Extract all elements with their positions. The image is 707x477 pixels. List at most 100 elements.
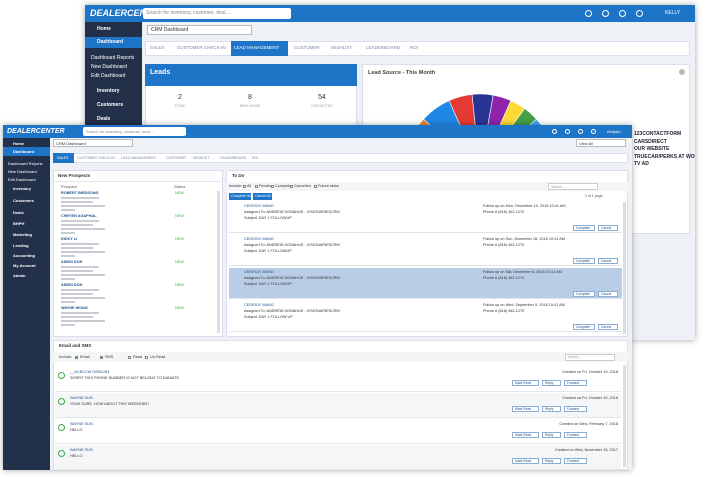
tab[interactable]: CUSTOMER — [294, 45, 320, 50]
button[interactable]: Forward — [564, 458, 587, 464]
dashboard-select[interactable]: CRM Dashboard — [147, 25, 252, 35]
checkbox[interactable] — [290, 185, 293, 188]
filter-label[interactable]: Email — [80, 354, 90, 359]
dashboard-select[interactable]: CRM Dashboard — [53, 139, 133, 147]
search-box[interactable]: Search ... — [565, 353, 615, 361]
sidebar-item[interactable]: Dashboard — [97, 39, 124, 45]
tab[interactable]: LEAD MANAGEMENT — [234, 45, 280, 50]
button[interactable]: Cancel — [598, 291, 618, 297]
icon[interactable] — [602, 10, 609, 17]
search-box[interactable]: Search for inventory, customer, deal ... — [143, 8, 291, 19]
icon[interactable] — [565, 129, 570, 134]
tab[interactable]: CUSTOMER CHECK-IN — [177, 45, 226, 50]
tab[interactable]: LEADERBOARD — [366, 45, 401, 50]
tab[interactable]: LEADERBOARD — [220, 155, 247, 160]
button[interactable]: Complete — [573, 291, 595, 297]
icon[interactable] — [619, 10, 626, 17]
tab[interactable]: WISHLIST — [331, 45, 353, 50]
button[interactable]: Mark Read — [512, 380, 539, 386]
sender-name[interactable]: WAYNE SUN — [70, 422, 93, 426]
sidebar-item[interactable]: Deals — [97, 116, 111, 122]
button[interactable]: Cancel All — [253, 193, 272, 200]
search-box[interactable]: Search ... — [548, 183, 598, 190]
task-name[interactable]: CEDRICK WANG — [244, 270, 274, 274]
tab[interactable]: CUSTOMER CHECK-IN — [77, 155, 115, 160]
icon[interactable] — [636, 10, 643, 17]
button[interactable]: Forward — [564, 406, 587, 412]
checkbox[interactable] — [271, 185, 274, 188]
sidebar-item[interactable]: Inventory — [13, 186, 32, 191]
button[interactable]: Mark Read — [512, 458, 539, 464]
button[interactable]: Reply — [542, 458, 561, 464]
sender-name[interactable]: __NCBCCW 09951283 — [70, 370, 110, 374]
tab[interactable]: CUSTOMER — [166, 155, 186, 160]
tab[interactable]: WISHLIST — [193, 155, 210, 160]
sidebar-item[interactable]: Edit Dashboard — [91, 73, 126, 79]
checkbox[interactable] — [145, 355, 148, 359]
sidebar-item[interactable]: Accounting — [13, 253, 35, 258]
sender-name[interactable]: WAYNE SUN — [70, 448, 93, 452]
sidebar-item[interactable]: My Account — [13, 263, 36, 268]
checkbox[interactable] — [255, 185, 258, 188]
icon[interactable] — [585, 10, 592, 17]
prospect-name[interactable]: RICKY LI — [61, 237, 78, 241]
button[interactable]: Cancel — [598, 258, 618, 264]
sidebar-item[interactable]: Dashboard Reports — [8, 161, 43, 166]
tab[interactable]: SALES — [150, 45, 165, 50]
button[interactable]: Reply — [542, 432, 561, 438]
checkbox[interactable] — [75, 355, 78, 359]
filter-label[interactable]: All — [247, 184, 252, 188]
user-name[interactable]: KELLY — [665, 10, 681, 16]
button[interactable]: Cancel — [598, 324, 618, 330]
prospect-name[interactable]: CHEYEN AGAPHAL — [61, 214, 97, 218]
button[interactable]: Reply — [542, 406, 561, 412]
sidebar-item[interactable]: Admin — [13, 273, 26, 278]
checkbox[interactable] — [128, 355, 131, 359]
sidebar-item[interactable]: Home — [97, 26, 111, 32]
task-name[interactable]: CEDRICK WANG — [244, 204, 274, 208]
tab[interactable]: SALES — [57, 155, 69, 160]
tab[interactable]: ROI — [252, 155, 259, 160]
user-name[interactable]: Kellylyn — [607, 128, 621, 134]
button[interactable]: Forward — [564, 432, 587, 438]
sidebar-item[interactable]: Home — [13, 141, 25, 146]
prospect-name[interactable]: WAYNE WONG — [61, 306, 88, 310]
filter-label[interactable]: Pending — [259, 184, 273, 188]
prospect-name[interactable]: AIDEN DOH — [61, 260, 83, 264]
button[interactable]: Complete — [573, 225, 595, 231]
view-select[interactable]: View All — [576, 139, 626, 147]
sidebar-item[interactable]: BHPH — [13, 221, 25, 226]
sidebar-item[interactable]: Dashboard Reports — [91, 55, 135, 61]
sidebar-item[interactable]: Dashboard — [13, 149, 34, 154]
sidebar-item[interactable]: Deals — [13, 210, 24, 215]
sidebar-item[interactable]: Marketing — [13, 232, 32, 237]
icon[interactable] — [578, 129, 583, 134]
sidebar-item[interactable]: Customers — [97, 102, 124, 108]
tab[interactable]: ROI — [410, 45, 419, 50]
sidebar-item[interactable]: Customers — [13, 198, 34, 203]
icon[interactable] — [552, 129, 557, 134]
checkbox[interactable] — [243, 185, 246, 188]
tab[interactable]: LEAD MANAGEMENT — [121, 155, 157, 160]
filter-label[interactable]: Complete — [275, 184, 292, 188]
filter-label[interactable]: Read — [133, 354, 143, 359]
search-box[interactable]: Search for inventory, customer, deal ... — [83, 127, 186, 136]
button[interactable]: Complete — [573, 324, 595, 330]
prospect-name[interactable]: AIDEN DOH — [61, 283, 83, 287]
sidebar-item[interactable]: Edit Dashboard — [8, 177, 36, 182]
sender-name[interactable]: WAYNE SUN — [70, 396, 93, 400]
button[interactable]: Complete — [573, 258, 595, 264]
sidebar-item[interactable]: New Dashboard — [91, 64, 127, 70]
close-icon[interactable] — [679, 69, 685, 75]
button[interactable]: Forward — [564, 380, 587, 386]
sidebar-item[interactable]: Inventory — [97, 88, 120, 94]
icon[interactable] — [591, 129, 596, 134]
prospect-name[interactable]: ROBERT BIRDSONG — [61, 191, 99, 195]
task-name[interactable]: CEDRICK WANG — [244, 303, 274, 307]
sidebar-item[interactable]: Lending — [13, 243, 29, 248]
button[interactable]: Mark Read — [512, 432, 539, 438]
filter-label[interactable]: Un-Read — [150, 354, 166, 359]
button[interactable]: Mark Read — [512, 406, 539, 412]
sidebar-item[interactable]: New Dashboard — [8, 169, 37, 174]
button[interactable]: Complete All — [229, 193, 251, 200]
